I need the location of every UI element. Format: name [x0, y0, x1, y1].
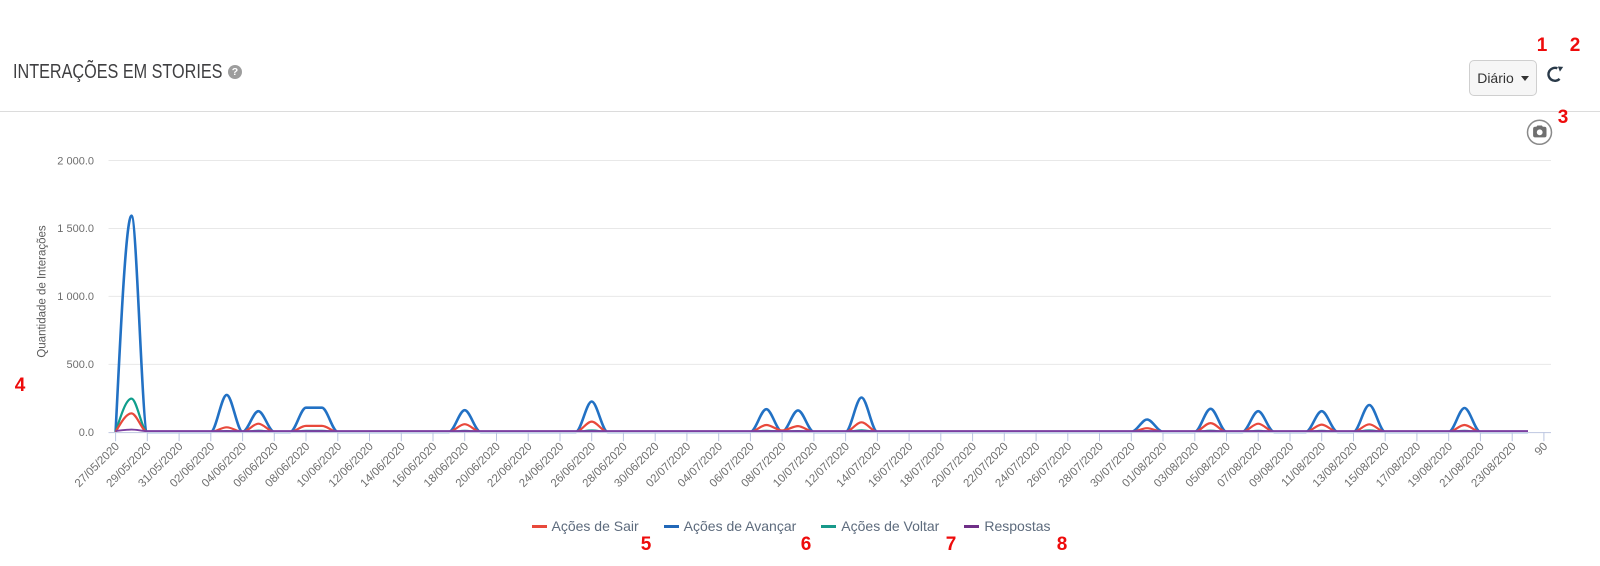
svg-text:Quantidade de Interações: Quantidade de Interações: [37, 225, 49, 358]
svg-text:1 500.0: 1 500.0: [57, 223, 94, 235]
svg-text:90: 90: [1533, 441, 1551, 459]
svg-text:0.0: 0.0: [79, 427, 94, 439]
svg-text:1 000.0: 1 000.0: [57, 291, 94, 303]
svg-text:2 000.0: 2 000.0: [57, 155, 94, 167]
svg-text:500.0: 500.0: [66, 359, 94, 371]
